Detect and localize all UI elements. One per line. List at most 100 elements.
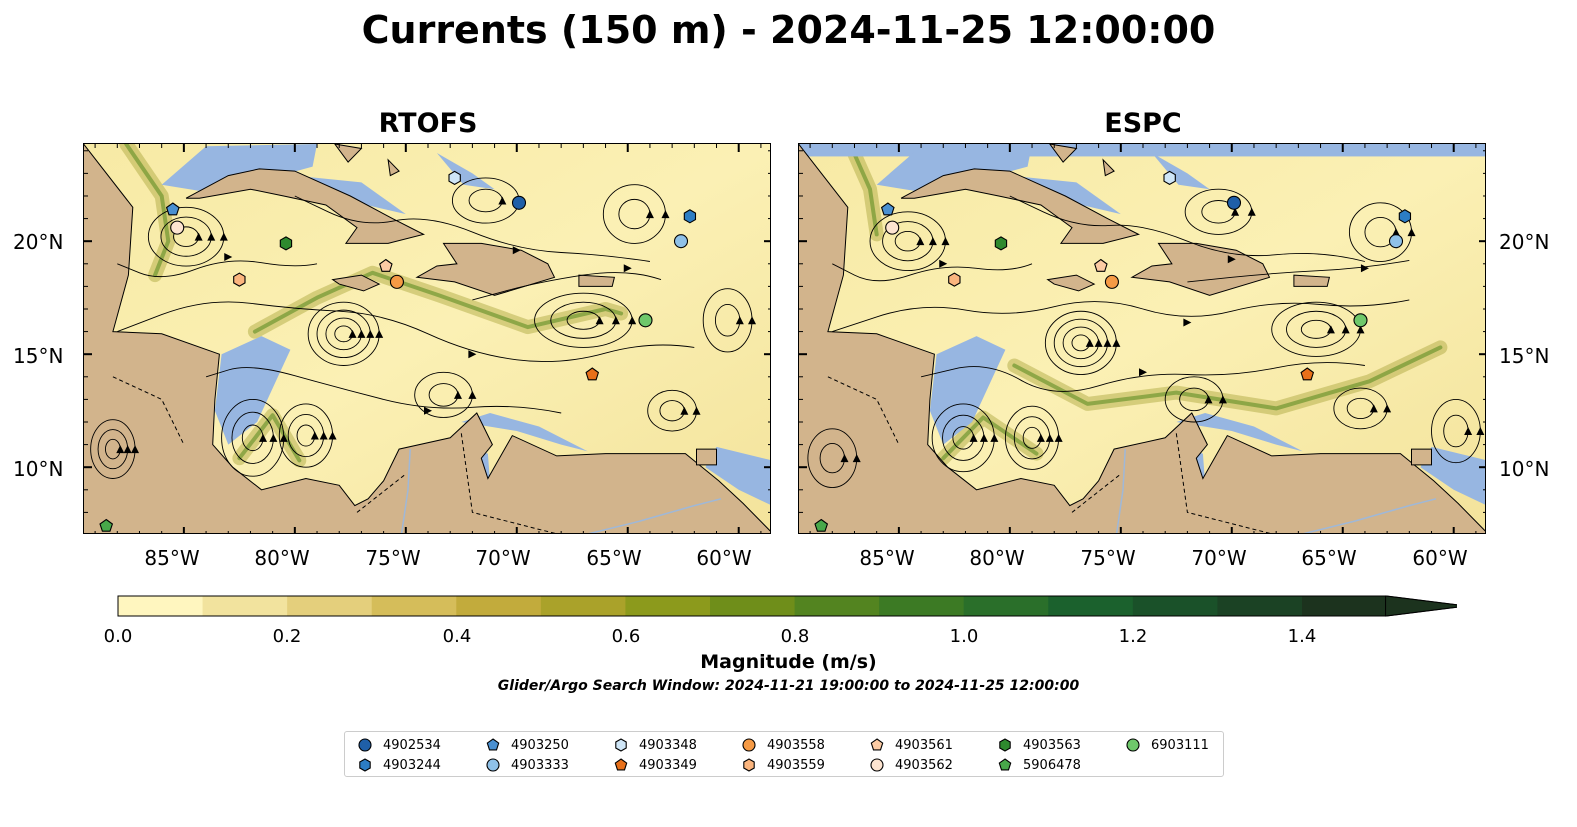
streamline-arrow xyxy=(131,445,140,454)
lon-label: 70°W xyxy=(1191,546,1247,570)
legend-item: 4903559 xyxy=(741,757,825,773)
float-marker-4903250 xyxy=(165,202,180,216)
river xyxy=(400,449,411,533)
float-marker-4903559 xyxy=(948,272,961,287)
river xyxy=(1115,449,1126,533)
axis-ticks xyxy=(799,144,1485,533)
legend-item: 4903349 xyxy=(613,757,697,773)
land-mass xyxy=(185,168,426,244)
shallow-water xyxy=(1176,413,1303,452)
streamline-arrow xyxy=(941,237,950,246)
legend-label: 4903333 xyxy=(511,757,569,773)
float-marker-4903563 xyxy=(994,236,1008,251)
float-marker-4903244 xyxy=(1398,209,1412,224)
country-border xyxy=(460,433,556,533)
legend-marker-icon xyxy=(999,738,1011,752)
legend-label: 4903562 xyxy=(895,757,953,773)
colorbar-segment xyxy=(963,596,1049,616)
colorbar-segment xyxy=(1048,596,1134,616)
shallow-water xyxy=(214,336,291,445)
streamline-arrow xyxy=(224,253,233,262)
streamline-arrow xyxy=(424,406,432,415)
float-marker-4903562 xyxy=(170,220,185,235)
streamline xyxy=(832,299,1410,333)
legend-marker xyxy=(999,738,1011,752)
panel-title-rtofs: RTOFS xyxy=(378,108,478,139)
legend-label: 4903349 xyxy=(639,757,697,773)
float-marker-4903561 xyxy=(379,258,393,272)
streamline-arrow xyxy=(1231,207,1240,216)
streamline-arrow xyxy=(1227,255,1236,264)
lon-label: 85°W xyxy=(859,546,915,570)
colorbar-segment xyxy=(540,596,627,616)
shallow-water xyxy=(461,413,588,452)
land-mass xyxy=(1046,274,1096,292)
shallow-water xyxy=(436,153,495,190)
streamline-arrow xyxy=(1036,433,1045,442)
streamline-arrow xyxy=(1341,325,1350,334)
streamline-arrow xyxy=(1383,404,1392,413)
rtofs-map xyxy=(83,143,771,534)
streamline-arrow xyxy=(468,350,477,359)
streamline-arrow xyxy=(969,433,978,442)
float-legend: 4902534 4903244 4903250 4903333 4903348 … xyxy=(344,731,1224,777)
lon-label: 65°W xyxy=(1301,546,1357,570)
float-marker-4902534 xyxy=(1226,195,1242,210)
streamline xyxy=(1009,195,1366,262)
land-mass xyxy=(387,158,400,177)
streamline-arrow xyxy=(1369,404,1378,413)
fast-current-core xyxy=(124,144,171,278)
streamline-arrow xyxy=(840,454,849,463)
colorbar-segment xyxy=(1302,596,1388,616)
float-marker-4903333 xyxy=(673,234,689,249)
streamline-arrow xyxy=(748,316,757,325)
streamline-arrow xyxy=(194,232,203,241)
espc-map xyxy=(798,143,1486,534)
streamline-arrow xyxy=(735,316,744,325)
streamline-arrow xyxy=(366,329,375,338)
float-marker-4903348 xyxy=(448,170,461,186)
legend-marker xyxy=(1126,738,1140,752)
float-marker-4903559 xyxy=(233,272,246,287)
country-border xyxy=(112,376,185,445)
legend-item: 4903562 xyxy=(869,757,953,773)
streamline-arrow xyxy=(1045,433,1054,442)
lon-label: 80°W xyxy=(254,546,310,570)
legend-marker-icon xyxy=(359,758,371,772)
colorbar-label: Magnitude (m/s) xyxy=(700,651,877,673)
streamline xyxy=(117,260,318,278)
streamline-arrow xyxy=(259,433,268,442)
colorbar-tick: 0.6 xyxy=(611,626,641,647)
streamline-arrow xyxy=(1247,207,1256,216)
streamline-arrow xyxy=(328,431,337,440)
streamline-arrow xyxy=(219,232,228,241)
legend-marker xyxy=(486,738,500,751)
legend-marker-icon xyxy=(486,758,500,772)
shallow-water xyxy=(876,144,1032,194)
legend-marker-icon xyxy=(358,738,372,752)
legend-marker xyxy=(614,758,628,771)
colorbar-segment xyxy=(287,596,373,616)
streamline-arrow xyxy=(1085,338,1094,347)
country-border xyxy=(1175,433,1271,533)
streamline-arrow xyxy=(928,237,937,246)
float-marker-4903561 xyxy=(1094,258,1108,272)
land-mass xyxy=(1293,274,1331,287)
colorbar-segment xyxy=(456,596,542,616)
right-lat-label: 10°N xyxy=(1499,457,1550,481)
streamline-arrow xyxy=(939,259,948,268)
legend-marker xyxy=(743,758,755,772)
fast-current-core xyxy=(848,144,879,237)
colorbar-tick: 0.8 xyxy=(780,626,810,647)
legend-marker xyxy=(486,758,500,772)
legend-label: 6903111 xyxy=(1151,737,1209,753)
streamline-arrow xyxy=(468,390,477,399)
streamline-arrow xyxy=(1054,433,1063,442)
land-mass xyxy=(415,242,556,296)
land-mass xyxy=(900,168,1141,244)
streamline xyxy=(117,301,695,363)
colorbar-segment xyxy=(202,596,288,616)
colorbar-extend-arrow xyxy=(1385,595,1457,617)
shallow-water xyxy=(1151,153,1210,190)
streamline xyxy=(832,263,1033,282)
